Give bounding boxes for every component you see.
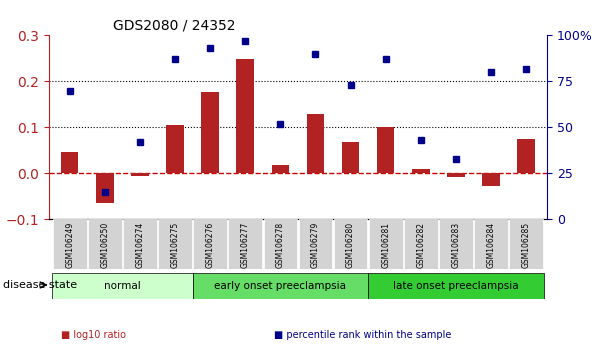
Bar xyxy=(166,125,184,173)
FancyBboxPatch shape xyxy=(263,219,297,269)
FancyBboxPatch shape xyxy=(229,219,262,269)
Bar xyxy=(306,114,324,173)
FancyBboxPatch shape xyxy=(368,273,544,299)
Bar xyxy=(342,142,359,173)
FancyBboxPatch shape xyxy=(52,273,193,299)
Bar xyxy=(61,152,78,173)
FancyBboxPatch shape xyxy=(88,219,122,269)
Bar xyxy=(447,173,465,177)
Text: GSM106278: GSM106278 xyxy=(276,222,285,268)
Text: disease state: disease state xyxy=(3,280,77,290)
FancyBboxPatch shape xyxy=(439,219,473,269)
Text: ■ log10 ratio: ■ log10 ratio xyxy=(61,330,126,340)
Bar xyxy=(237,59,254,173)
Bar xyxy=(96,173,114,203)
Text: GSM106274: GSM106274 xyxy=(136,222,145,268)
FancyBboxPatch shape xyxy=(404,219,438,269)
FancyBboxPatch shape xyxy=(369,219,402,269)
FancyBboxPatch shape xyxy=(53,219,86,269)
FancyBboxPatch shape xyxy=(158,219,192,269)
FancyBboxPatch shape xyxy=(299,219,333,269)
Text: GSM106275: GSM106275 xyxy=(170,222,179,268)
Text: GSM106281: GSM106281 xyxy=(381,222,390,268)
Bar xyxy=(201,92,219,173)
FancyBboxPatch shape xyxy=(510,219,543,269)
FancyBboxPatch shape xyxy=(474,219,508,269)
Text: GSM106285: GSM106285 xyxy=(522,222,531,268)
Text: GSM106279: GSM106279 xyxy=(311,222,320,268)
FancyBboxPatch shape xyxy=(334,219,367,269)
Text: ■ percentile rank within the sample: ■ percentile rank within the sample xyxy=(274,330,451,340)
Text: GSM106277: GSM106277 xyxy=(241,222,250,268)
Bar xyxy=(131,173,149,176)
Bar xyxy=(412,169,430,173)
FancyBboxPatch shape xyxy=(193,219,227,269)
Text: GSM106276: GSM106276 xyxy=(206,222,215,268)
Text: GSM106284: GSM106284 xyxy=(486,222,496,268)
Text: GSM106280: GSM106280 xyxy=(346,222,355,268)
Text: late onset preeclampsia: late onset preeclampsia xyxy=(393,281,519,291)
Text: normal: normal xyxy=(104,281,140,291)
Bar xyxy=(272,165,289,173)
Text: GSM106283: GSM106283 xyxy=(451,222,460,268)
Text: GSM106250: GSM106250 xyxy=(100,222,109,268)
Bar xyxy=(517,139,535,173)
Text: GSM106249: GSM106249 xyxy=(65,222,74,268)
FancyBboxPatch shape xyxy=(123,219,157,269)
FancyBboxPatch shape xyxy=(193,273,368,299)
Bar xyxy=(482,173,500,186)
Text: early onset preeclampsia: early onset preeclampsia xyxy=(215,281,347,291)
Text: GDS2080 / 24352: GDS2080 / 24352 xyxy=(114,19,236,33)
Bar xyxy=(377,127,395,173)
Text: GSM106282: GSM106282 xyxy=(416,222,426,268)
